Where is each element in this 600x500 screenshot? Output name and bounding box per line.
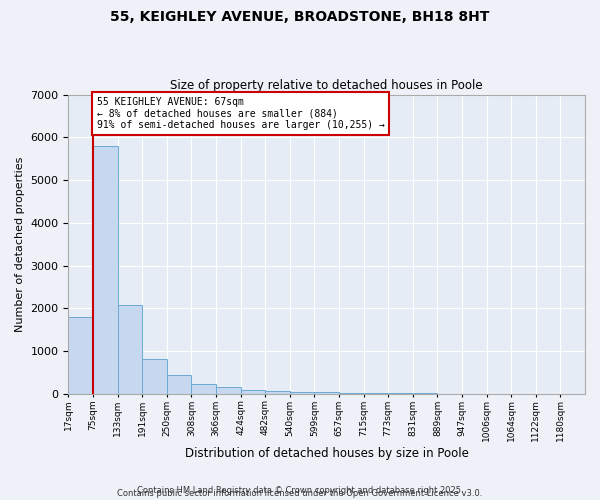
Bar: [118, 305, 142, 394]
Text: Contains public sector information licensed under the Open Government Licence v3: Contains public sector information licen…: [118, 488, 482, 498]
Bar: [68, 317, 93, 394]
Bar: [290, 392, 314, 394]
Title: Size of property relative to detached houses in Poole: Size of property relative to detached ho…: [170, 79, 483, 92]
Bar: [314, 392, 339, 394]
Bar: [265, 391, 290, 394]
Bar: [241, 390, 265, 394]
Bar: [216, 387, 241, 394]
Text: 55, KEIGHLEY AVENUE, BROADSTONE, BH18 8HT: 55, KEIGHLEY AVENUE, BROADSTONE, BH18 8H…: [110, 10, 490, 24]
Bar: [364, 393, 388, 394]
Bar: [167, 375, 191, 394]
Y-axis label: Number of detached properties: Number of detached properties: [15, 156, 25, 332]
Text: Contains HM Land Registry data © Crown copyright and database right 2025.: Contains HM Land Registry data © Crown c…: [137, 486, 463, 495]
Bar: [191, 384, 216, 394]
Bar: [93, 146, 118, 394]
Text: 55 KEIGHLEY AVENUE: 67sqm
← 8% of detached houses are smaller (884)
91% of semi-: 55 KEIGHLEY AVENUE: 67sqm ← 8% of detach…: [97, 96, 385, 130]
X-axis label: Distribution of detached houses by size in Poole: Distribution of detached houses by size …: [185, 447, 469, 460]
Bar: [339, 393, 364, 394]
Bar: [142, 358, 167, 394]
